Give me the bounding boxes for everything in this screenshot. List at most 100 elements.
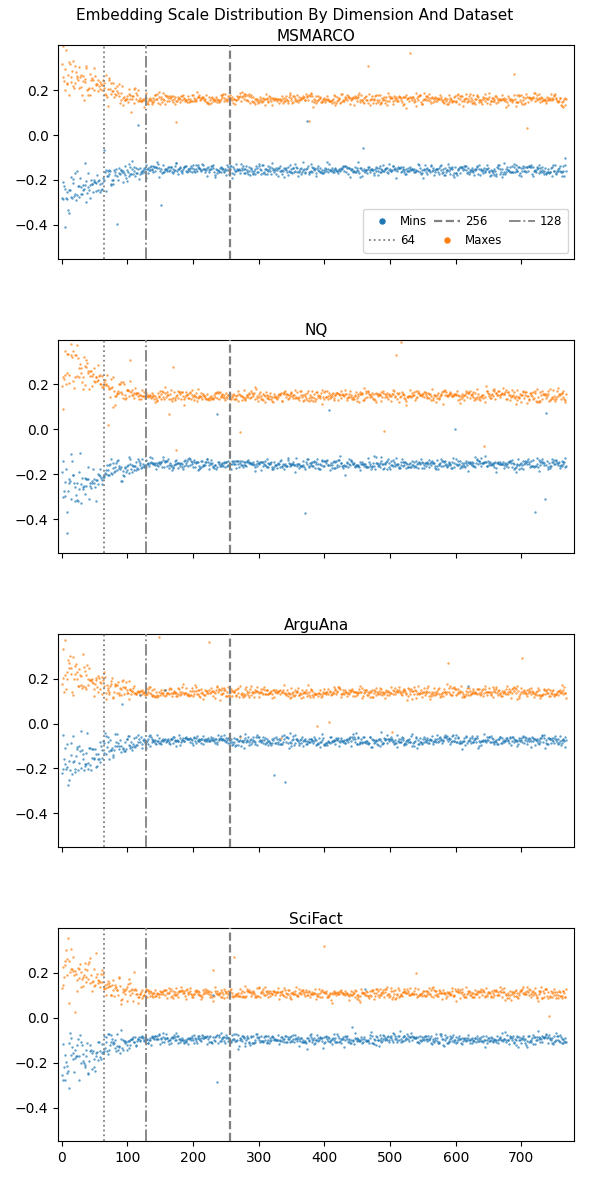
Point	[417, 734, 426, 753]
Point	[380, 730, 390, 749]
Point	[389, 86, 399, 105]
Point	[99, 74, 108, 93]
Point	[195, 687, 204, 706]
Point	[492, 1027, 502, 1045]
Point	[323, 90, 333, 109]
Point	[515, 728, 524, 747]
Point	[154, 988, 164, 1007]
Point	[429, 981, 439, 999]
Point	[451, 385, 460, 404]
Point	[250, 90, 259, 109]
Point	[507, 91, 517, 110]
Point	[464, 1031, 474, 1050]
Point	[386, 730, 396, 749]
Point	[421, 732, 430, 750]
Point	[203, 681, 212, 700]
Point	[100, 976, 110, 995]
Point	[509, 65, 519, 84]
Point	[536, 455, 545, 474]
Point	[188, 687, 198, 706]
Point	[367, 729, 376, 748]
Point	[469, 1031, 479, 1050]
Point	[187, 678, 197, 697]
Point	[146, 982, 155, 1001]
Point	[266, 87, 275, 106]
Point	[551, 388, 560, 407]
Point	[186, 92, 196, 111]
Point	[76, 474, 85, 493]
Point	[238, 986, 247, 1005]
Point	[76, 667, 85, 686]
Point	[272, 388, 281, 407]
Point	[551, 730, 561, 749]
Point	[475, 451, 484, 470]
Point	[315, 683, 324, 702]
Point	[547, 452, 557, 471]
Point	[186, 729, 196, 748]
Point	[332, 684, 341, 703]
Point	[474, 452, 484, 471]
Point	[98, 972, 107, 991]
Point	[226, 454, 235, 473]
Point	[547, 166, 557, 185]
Point	[276, 386, 285, 405]
Point	[324, 733, 333, 752]
Point	[235, 727, 244, 746]
Point	[436, 386, 445, 405]
Point	[128, 463, 137, 481]
Point	[537, 978, 546, 997]
Point	[75, 169, 85, 188]
Point	[370, 159, 380, 178]
Point	[68, 948, 77, 966]
Point	[254, 155, 264, 173]
Point	[113, 451, 123, 470]
Point	[59, 37, 68, 55]
Point	[144, 677, 154, 696]
Point	[550, 1027, 559, 1045]
Point	[517, 455, 527, 474]
Point	[101, 979, 110, 998]
Point	[451, 680, 461, 699]
Point	[93, 181, 102, 199]
Point	[425, 734, 434, 753]
Point	[424, 458, 434, 477]
Point	[435, 688, 445, 707]
Point	[368, 1034, 377, 1053]
Point	[216, 454, 226, 473]
Point	[168, 727, 177, 746]
Point	[403, 387, 412, 406]
Point	[471, 90, 481, 109]
Point	[88, 365, 98, 384]
Point	[268, 689, 277, 708]
Point	[293, 454, 302, 473]
Point	[124, 981, 134, 999]
Point	[269, 680, 279, 699]
Point	[470, 1028, 479, 1047]
Point	[470, 448, 479, 467]
Point	[438, 394, 447, 413]
Point	[297, 728, 307, 747]
Point	[469, 988, 478, 1007]
Point	[80, 959, 89, 978]
Point	[257, 982, 267, 1001]
Point	[99, 978, 108, 997]
Point	[161, 384, 170, 402]
Point	[475, 982, 485, 1001]
Point	[442, 986, 452, 1005]
Point	[216, 158, 225, 177]
Point	[453, 85, 462, 104]
Point	[491, 86, 500, 105]
Point	[173, 684, 183, 703]
Point	[488, 381, 497, 400]
Point	[266, 682, 276, 701]
Point	[259, 979, 268, 998]
Point	[91, 76, 100, 94]
Point	[366, 986, 376, 1005]
Point	[513, 85, 522, 104]
Point	[112, 460, 121, 479]
Point	[336, 983, 346, 1002]
Point	[371, 384, 380, 402]
Point	[450, 92, 459, 111]
Point	[401, 392, 411, 411]
Point	[407, 384, 416, 402]
